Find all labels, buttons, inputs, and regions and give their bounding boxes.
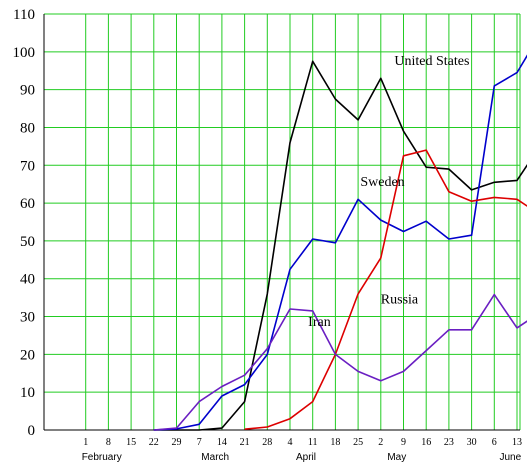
y-tick-label: 10 [20,385,35,401]
x-tick-label: 8 [106,437,111,448]
series-line-sweden [153,54,527,431]
x-tick-label: 13 [512,437,522,448]
x-tick-label: 14 [217,437,227,448]
y-tick-label: 20 [20,347,35,363]
series-label-united-states: United States [394,54,469,69]
x-tick-label: 18 [330,437,340,448]
x-tick-label: 25 [353,437,363,448]
x-tick-label: 28 [262,437,272,448]
month-label: June [499,452,521,463]
x-tick-label: 1 [83,437,88,448]
x-tick-label: 23 [444,437,454,448]
series-label-sweden: Sweden [360,175,404,190]
x-tick-label: 6 [492,437,497,448]
axes [43,14,520,431]
x-tick-label: 21 [240,437,250,448]
y-tick-label: 0 [28,423,36,439]
series-line-iran [153,293,527,431]
month-label: March [201,452,229,463]
x-tick-label: 22 [149,437,159,448]
y-tick-label: 80 [20,120,35,136]
series-line-russia [244,149,527,430]
y-tick-label: 100 [13,45,36,61]
y-tick-label: 60 [20,196,35,212]
x-tick-label: 16 [421,437,431,448]
y-axis-ticks: 0 10 20 30 40 50 60 70 80 90 100 110 [13,7,36,439]
month-label: April [296,452,316,463]
x-axis-ticks: 18152229714212841118252916233061320 [83,437,522,448]
y-tick-label: 40 [20,272,35,288]
x-tick-label: 9 [401,437,406,448]
series-label-russia: Russia [381,292,419,307]
series-labels: United States Sweden Russia Iran [308,54,469,330]
x-tick-label: 11 [308,437,318,448]
month-labels: February March April May June [82,452,522,463]
y-tick-label: 70 [20,158,35,174]
x-tick-label: 30 [467,437,477,448]
month-label: February [82,452,122,463]
y-tick-label: 50 [20,234,35,250]
grid [44,13,521,430]
y-tick-label: 30 [20,310,35,326]
month-label: May [387,452,406,463]
x-tick-label: 7 [197,437,202,448]
y-tick-label: 90 [20,83,35,99]
x-tick-label: 29 [172,437,182,448]
series-label-iran: Iran [308,315,331,330]
x-tick-label: 15 [126,437,136,448]
x-tick-label: 2 [378,437,383,448]
series-line-united-states [153,60,527,431]
y-tick-label: 110 [13,7,35,23]
x-tick-label: 4 [288,437,293,448]
series-lines [153,54,527,431]
